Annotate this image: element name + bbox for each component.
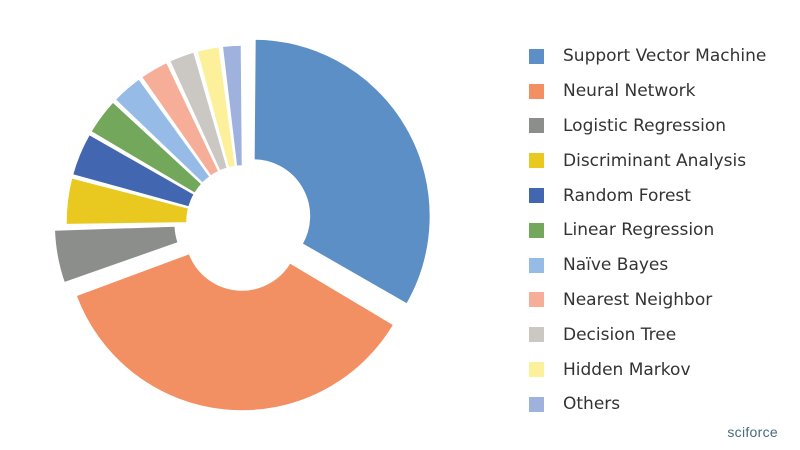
legend-swatch — [529, 257, 544, 273]
legend-label: Others — [563, 394, 621, 415]
legend-item: Others — [529, 387, 766, 422]
pie-slice-na-ve-bayes — [114, 77, 212, 185]
legend-label: Logistic Regression — [563, 115, 727, 136]
legend-item: Hidden Markov — [529, 352, 766, 387]
pie-slice-linear-regression — [89, 100, 203, 195]
legend-item: Linear Regression — [529, 213, 766, 248]
legend-label: Linear Regression — [563, 220, 715, 241]
pie-slice-neural-network — [74, 252, 395, 412]
legend-swatch — [529, 396, 544, 412]
legend-swatch — [529, 188, 544, 204]
legend-label: Neural Network — [563, 81, 696, 102]
legend-item: Random Forest — [529, 178, 766, 213]
legend-label: Discriminant Analysis — [563, 150, 747, 171]
chart-legend: Support Vector Machine Neural Network Logi… — [529, 39, 766, 422]
legend-label: Hidden Markov — [563, 359, 691, 380]
pie-slice-nearest-neighbor — [140, 61, 220, 178]
legend-item: Decision Tree — [529, 317, 766, 352]
legend-label: Nearest Neighbor — [563, 289, 713, 310]
legend-swatch — [529, 153, 544, 169]
pie-slice-logistic-regression — [53, 225, 180, 284]
legend-swatch — [529, 327, 544, 343]
pie-slice-discriminant-analysis — [65, 176, 190, 226]
pie-slice-random-forest — [71, 133, 196, 208]
legend-item: Logistic Regression — [529, 109, 766, 144]
legend-item: Naïve Bayes — [529, 248, 766, 283]
pie-slice-decision-tree — [168, 51, 229, 173]
legend-item: Support Vector Machine — [529, 39, 766, 74]
legend-label: Random Forest — [563, 185, 691, 206]
legend-label: Naïve Bayes — [563, 255, 669, 276]
legend-label: Decision Tree — [563, 324, 677, 345]
legend-item: Discriminant Analysis — [529, 143, 766, 178]
pie-slice-hidden-markov — [196, 45, 237, 169]
legend-swatch — [529, 222, 544, 238]
pie-slice-support-vector-machine — [253, 38, 432, 306]
pie-slice-others — [221, 44, 244, 168]
legend-swatch — [529, 48, 544, 64]
legend-swatch — [529, 83, 544, 99]
brand-logo: sciforce — [727, 424, 778, 440]
legend-item: Neural Network — [529, 74, 766, 109]
legend-swatch — [529, 118, 544, 134]
legend-swatch — [529, 362, 544, 378]
legend-swatch — [529, 292, 544, 308]
legend-item: Nearest Neighbor — [529, 283, 766, 318]
legend-label: Support Vector Machine — [563, 46, 767, 67]
